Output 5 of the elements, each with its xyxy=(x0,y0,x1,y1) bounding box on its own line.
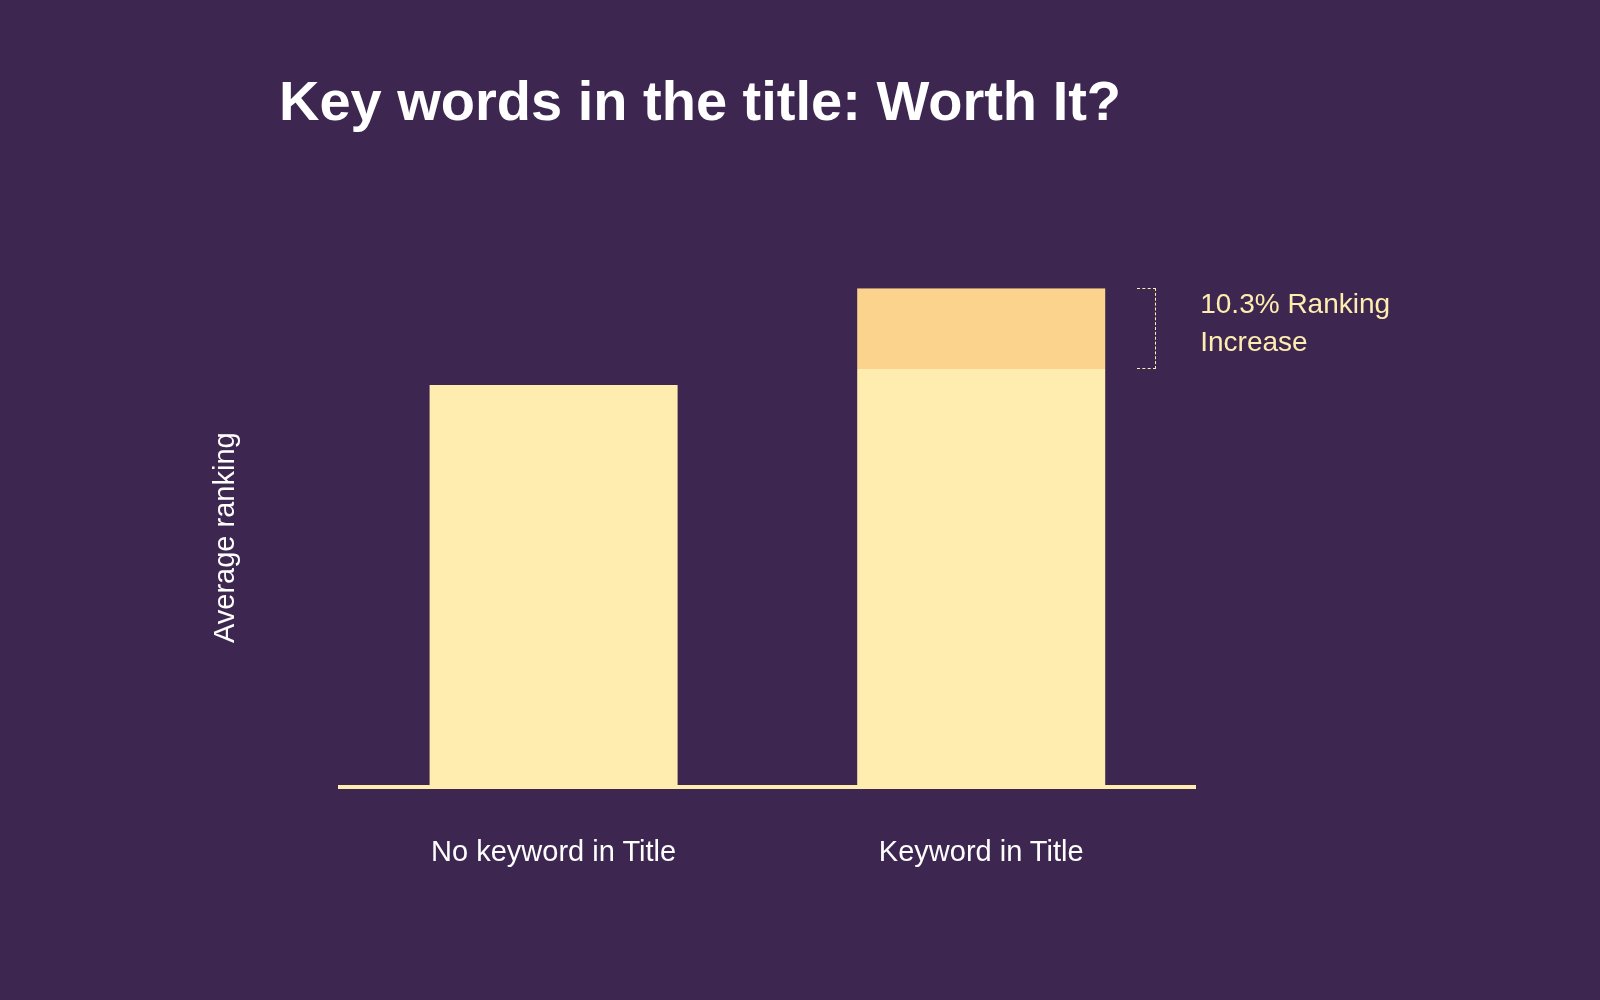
text: 10.3% Ranking Increase xyxy=(1200,287,1391,357)
y-axis-title: Average ranking xyxy=(208,432,241,644)
x-tick-label: No keyword in Title xyxy=(431,834,677,867)
chart-title: Key words in the title: Worth It? xyxy=(278,69,1122,133)
x-tick-label: Keyword in Title xyxy=(878,834,1084,867)
